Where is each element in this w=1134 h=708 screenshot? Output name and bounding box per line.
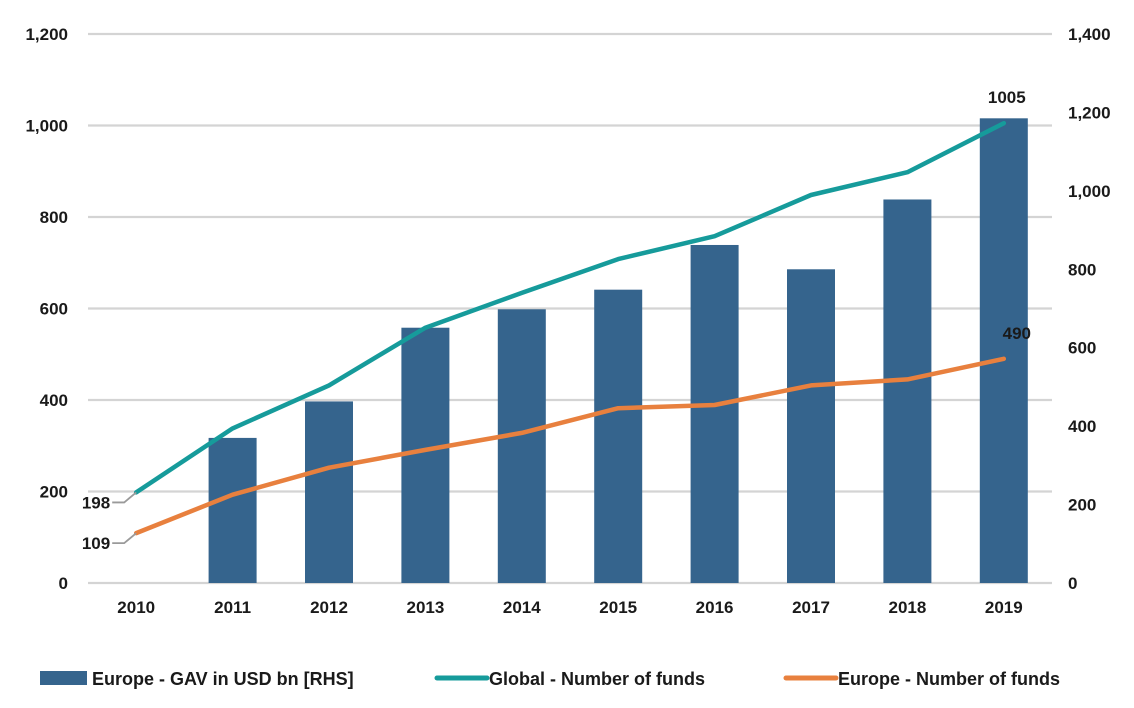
bar [883, 199, 932, 583]
left-tick-label: 800 [40, 208, 68, 227]
category-label: 2015 [599, 598, 637, 617]
legend-label: Global - Number of funds [489, 669, 705, 689]
bar [979, 118, 1028, 583]
left-tick-label: 200 [40, 483, 68, 502]
bar [497, 309, 546, 583]
category-label: 2011 [214, 598, 251, 617]
category-label: 2014 [503, 598, 541, 617]
category-label: 2017 [792, 598, 830, 617]
category-label: 2012 [310, 598, 348, 617]
left-tick-label: 0 [59, 574, 68, 593]
right-tick-label: 0 [1068, 574, 1077, 593]
left-axis: 0 200 400 600 800 1,000 1,200 [25, 25, 68, 593]
right-tick-label: 800 [1068, 260, 1096, 279]
right-tick-label: 400 [1068, 417, 1096, 436]
line-series [133, 120, 1007, 536]
data-label: 1005 [988, 88, 1026, 107]
category-label: 2018 [888, 598, 926, 617]
left-tick-label: 600 [40, 300, 68, 319]
right-tick-label: 200 [1068, 496, 1096, 515]
bar [787, 269, 835, 583]
left-tick-label: 1,000 [25, 117, 68, 136]
category-label: 2010 [117, 598, 155, 617]
right-tick-label: 1,000 [1068, 182, 1111, 201]
legend-label: Europe - Number of funds [838, 669, 1060, 689]
right-tick-label: 1,400 [1068, 25, 1111, 44]
data-labels: 198 109 1005 490 [82, 88, 1031, 553]
right-tick-label: 1,200 [1068, 103, 1111, 122]
legend-label: Europe - GAV in USD bn [RHS] [92, 669, 354, 689]
series-line [133, 120, 1007, 495]
series-line [133, 356, 1007, 536]
data-label: 490 [1003, 324, 1031, 343]
category-axis: 2010 2011 2012 2013 2014 2015 2016 2017 2018 2019 [117, 598, 1022, 617]
bar-series [208, 118, 1028, 584]
right-axis: 0 200 400 600 800 1,000 1,200 1,400 [1068, 25, 1111, 593]
right-tick-label: 600 [1068, 339, 1096, 358]
left-tick-label: 400 [40, 391, 68, 410]
category-label: 2013 [406, 598, 444, 617]
legend: Europe - GAV in USD bn [RHS] Global - Num… [40, 669, 1060, 689]
category-label: 2016 [696, 598, 734, 617]
data-label: 198 [82, 493, 110, 512]
legend-swatch [40, 671, 87, 685]
leader-line [112, 532, 137, 545]
category-label: 2019 [985, 598, 1023, 617]
bar [690, 244, 739, 584]
leader-line [112, 491, 137, 504]
bar [594, 289, 643, 583]
bar [208, 437, 257, 583]
left-tick-label: 1,200 [25, 25, 68, 44]
bar [305, 401, 353, 583]
data-label: 109 [82, 534, 110, 553]
bar [401, 327, 450, 583]
